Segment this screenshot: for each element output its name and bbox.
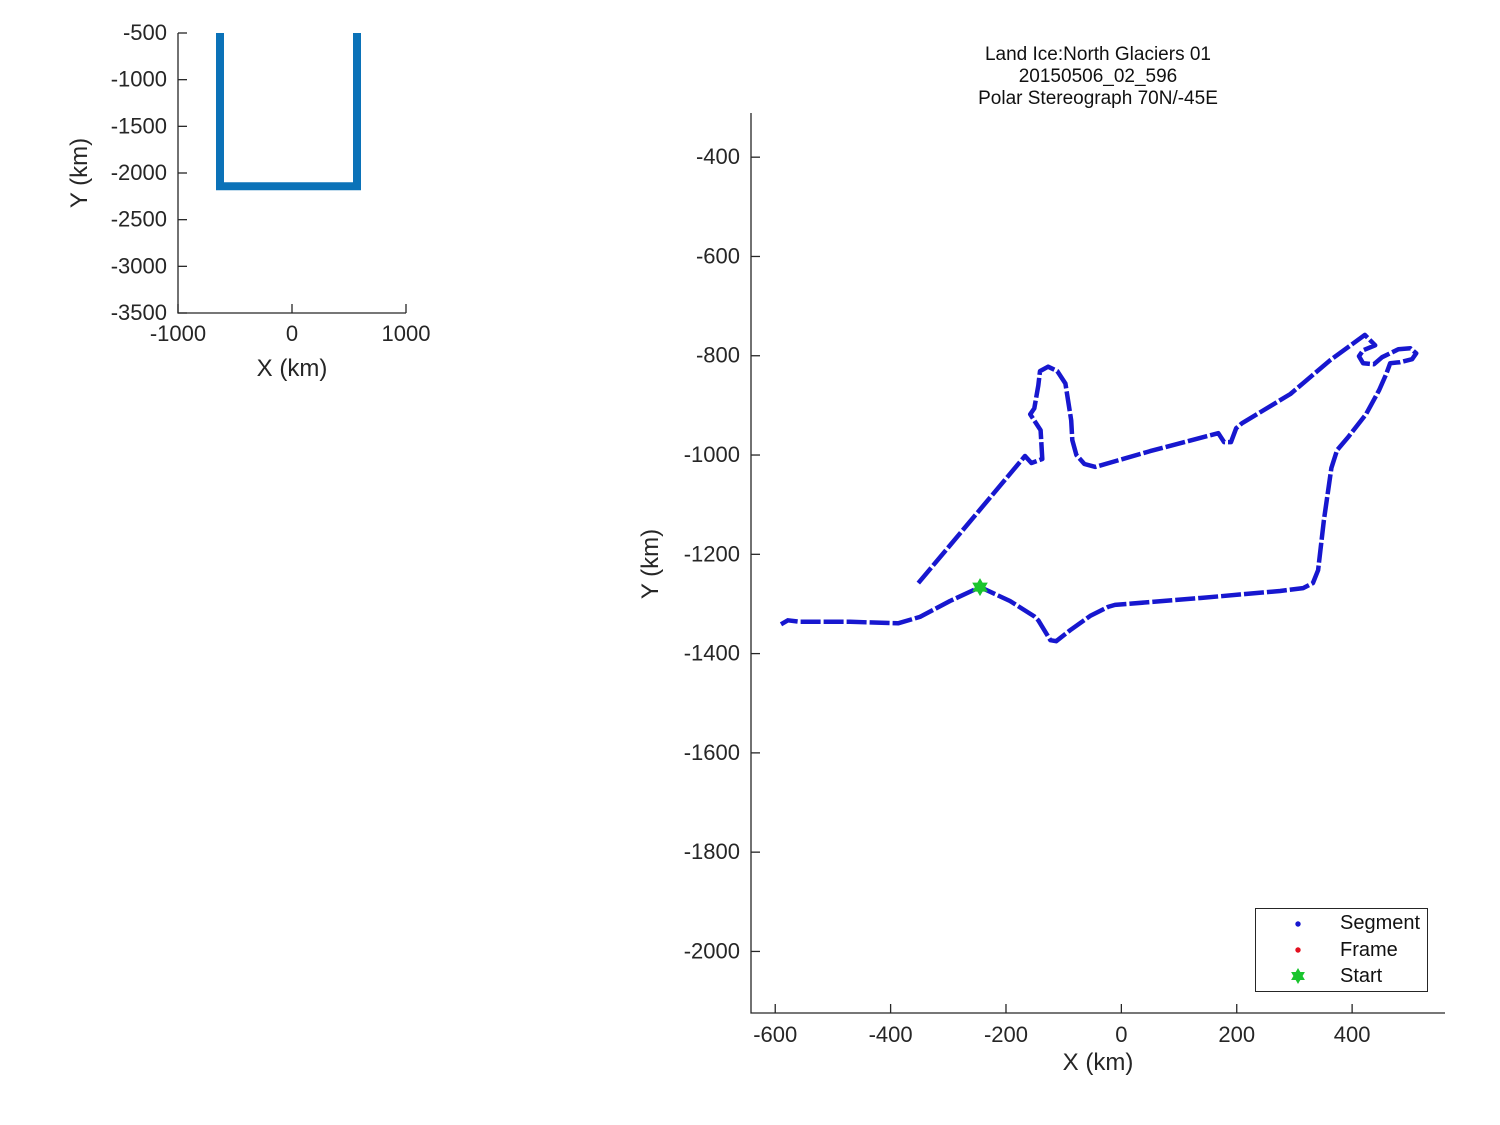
legend-item-frame: Frame [1256,939,1427,962]
y-axis-label: Y (km) [637,529,664,599]
x-tick-label: 1000 [382,321,431,346]
segment-dot-icon [1256,919,1340,929]
axis-spines [750,113,1445,1014]
overview-plot: -1000 0 1000 -500 -1000 -1500 -2000 -2500 -3000 -… [66,20,430,382]
y-tick-label: -1000 [111,67,167,92]
title-line-2: 20150506_02_596 [1018,66,1178,87]
y-tick-label: -2000 [684,938,740,963]
y-axis-label: Y (km) [66,138,93,208]
x-tick-label: -1000 [150,321,206,346]
x-tick-label: -200 [984,1022,1028,1047]
segment-track-line [779,332,1419,644]
x-tick-label: -400 [869,1022,913,1047]
legend-label-segment: Segment [1340,912,1421,935]
title-line-1: Land Ice:North Glaciers 01 [984,44,1211,65]
x-tick-label: 0 [1115,1022,1127,1047]
x-tick-label: 400 [1334,1022,1371,1047]
main-plot: -600 -400 -200 0 200 400-400-600-800-1000-120… [637,113,1445,1076]
x-axis-label: X (km) [257,355,328,382]
y-tick-label: -1400 [684,641,740,666]
y-tick-label: -1200 [684,541,740,566]
y-tick-label: -400 [696,144,740,169]
legend-label-frame: Frame [1340,938,1398,961]
x-tick-label: 200 [1218,1022,1255,1047]
y-tick-label: -2500 [111,207,167,232]
x-tick-label: 0 [286,321,298,346]
frame-dot-icon [1256,945,1340,955]
y-tick-label: -1000 [684,442,740,467]
x-axis-label: X (km) [1063,1049,1134,1076]
title-line-3: Polar Stereograph 70N/-45E [978,88,1218,109]
overview-track-line [216,33,361,191]
start-marker [972,578,988,597]
y-tick-label: -500 [123,20,167,45]
axis-spines [177,33,406,314]
start-hexagram-icon [1256,968,1340,985]
y-tick-label: -600 [696,243,740,268]
y-tick-label: -800 [696,343,740,368]
legend: Segment Frame Start [1255,908,1428,992]
y-tick-label: -1500 [111,113,167,138]
y-tick-label: -1600 [684,740,740,765]
legend-item-start: Start [1256,965,1427,988]
y-tick-label: -3000 [111,253,167,278]
y-tick-label: -3500 [111,300,167,325]
y-tick-label: -2000 [111,160,167,185]
plot-title: Land Ice:North Glaciers 01 20150506_02_5… [751,44,1445,110]
y-tick-label: -1800 [684,839,740,864]
legend-label-start: Start [1340,964,1383,987]
legend-item-segment: Segment [1256,912,1427,935]
x-tick-label: -600 [753,1022,797,1047]
